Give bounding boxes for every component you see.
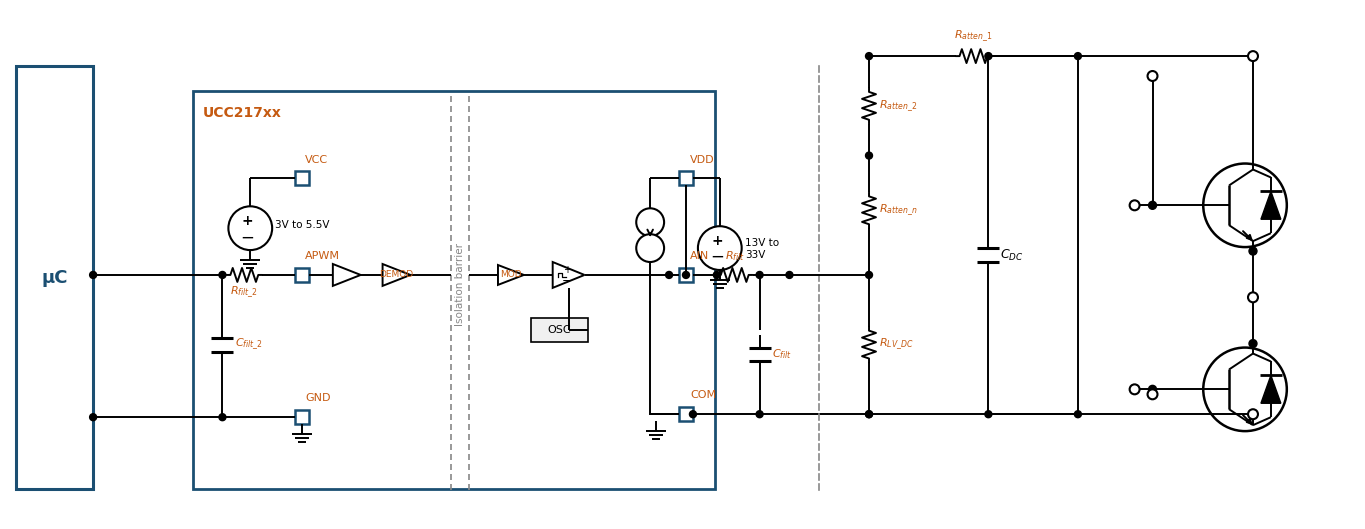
Text: $R_{atten\_1}$: $R_{atten\_1}$: [954, 29, 992, 44]
Circle shape: [218, 271, 227, 278]
Circle shape: [756, 411, 763, 418]
Circle shape: [1148, 71, 1158, 81]
Polygon shape: [382, 264, 411, 286]
Circle shape: [865, 271, 872, 278]
Circle shape: [636, 208, 665, 236]
Polygon shape: [553, 262, 584, 288]
Circle shape: [698, 226, 741, 270]
Circle shape: [1148, 385, 1156, 394]
Circle shape: [1248, 293, 1259, 302]
Text: MOD: MOD: [500, 270, 521, 279]
Text: APWM: APWM: [304, 251, 340, 261]
Circle shape: [756, 271, 763, 278]
Polygon shape: [1261, 191, 1280, 219]
Circle shape: [1074, 411, 1081, 418]
Circle shape: [1148, 389, 1158, 399]
Bar: [678, 407, 693, 421]
Bar: [15, 66, 93, 489]
Text: $C_{filt\_2}$: $C_{filt\_2}$: [235, 337, 263, 352]
Circle shape: [1249, 294, 1257, 302]
Text: µC: µC: [41, 269, 67, 287]
Circle shape: [90, 271, 97, 278]
Circle shape: [666, 271, 673, 278]
Circle shape: [1204, 163, 1287, 247]
Text: GND: GND: [304, 393, 330, 403]
Text: +: +: [242, 214, 253, 228]
Text: $C_{filt}$: $C_{filt}$: [771, 348, 792, 361]
Text: VCC: VCC: [304, 154, 328, 165]
Text: AIN: AIN: [689, 251, 710, 261]
Bar: [678, 171, 693, 186]
Circle shape: [865, 411, 872, 418]
Circle shape: [218, 414, 227, 421]
Text: $R_{filt}$: $R_{filt}$: [725, 249, 745, 263]
Circle shape: [865, 411, 872, 418]
Circle shape: [1249, 247, 1257, 255]
Bar: [295, 268, 308, 282]
Bar: [295, 171, 308, 186]
Circle shape: [986, 411, 992, 418]
Polygon shape: [498, 265, 524, 285]
Circle shape: [1248, 409, 1259, 419]
Circle shape: [90, 414, 97, 421]
Text: 33V: 33V: [745, 250, 764, 260]
Circle shape: [689, 411, 696, 418]
Bar: [531, 318, 588, 342]
Text: 13V to: 13V to: [745, 238, 779, 248]
Circle shape: [1130, 385, 1140, 394]
Circle shape: [1148, 202, 1156, 209]
Text: $R_{LV\_DC}$: $R_{LV\_DC}$: [879, 337, 913, 352]
Circle shape: [865, 152, 872, 159]
Polygon shape: [1261, 376, 1280, 403]
Circle shape: [1074, 52, 1081, 60]
Circle shape: [1204, 348, 1287, 431]
Text: $R_{atten\_2}$: $R_{atten\_2}$: [879, 98, 917, 114]
Text: −: −: [240, 228, 254, 246]
Text: 3V to 5.5V: 3V to 5.5V: [276, 220, 330, 230]
Circle shape: [865, 52, 872, 60]
Circle shape: [1130, 200, 1140, 211]
Text: $R_{atten\_n}$: $R_{atten\_n}$: [879, 203, 917, 218]
Text: COM: COM: [689, 390, 717, 400]
Circle shape: [636, 234, 665, 262]
Bar: [678, 268, 693, 282]
Polygon shape: [333, 264, 360, 286]
Text: DEMOD: DEMOD: [379, 270, 414, 279]
Text: $C_{DC}$: $C_{DC}$: [1001, 248, 1024, 262]
Text: Isolation barrier: Isolation barrier: [455, 243, 465, 326]
Text: OSC: OSC: [547, 325, 572, 335]
Bar: [295, 410, 308, 424]
Circle shape: [1248, 51, 1259, 61]
Circle shape: [1249, 340, 1257, 348]
Text: VDD: VDD: [689, 154, 715, 165]
Circle shape: [986, 52, 992, 60]
Bar: [192, 91, 715, 489]
Text: +: +: [711, 234, 722, 248]
Circle shape: [682, 271, 689, 278]
Circle shape: [714, 271, 721, 278]
Circle shape: [228, 206, 272, 250]
Text: $R_{filt\_2}$: $R_{filt\_2}$: [231, 285, 258, 300]
Text: −: −: [561, 276, 572, 288]
Text: UCC217xx: UCC217xx: [202, 106, 281, 120]
Circle shape: [786, 271, 793, 278]
Text: +: +: [562, 265, 571, 275]
Text: −: −: [710, 248, 723, 266]
